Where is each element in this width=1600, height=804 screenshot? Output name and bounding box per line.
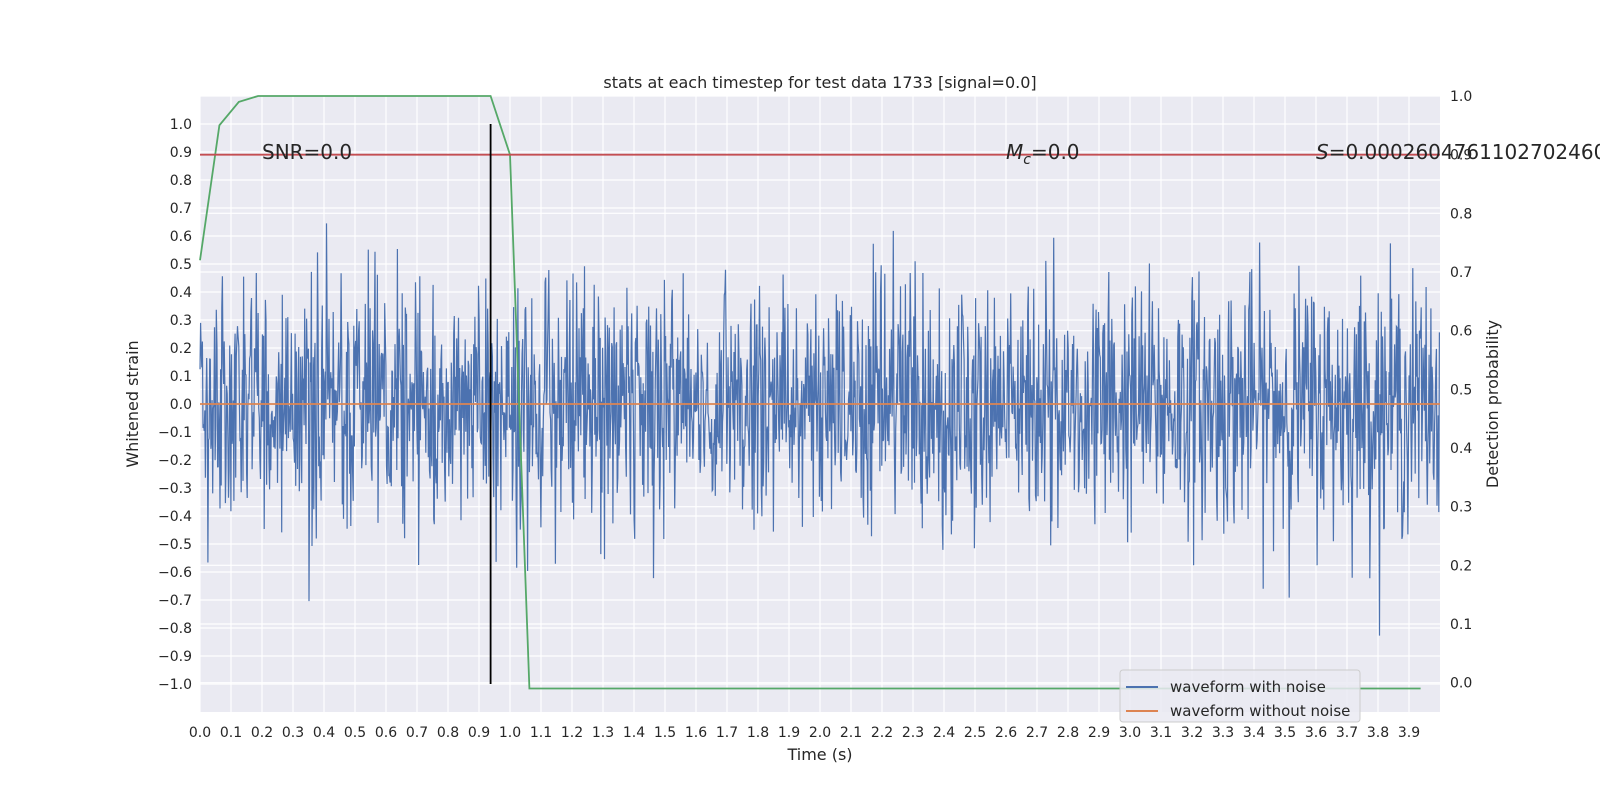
x-tick-label: 0.0	[189, 725, 211, 741]
y-tick-label: −0.8	[158, 621, 192, 637]
x-tick-label: 2.4	[933, 725, 955, 741]
x-tick-label: 3.9	[1398, 725, 1420, 741]
x-tick-label: 3.8	[1367, 725, 1389, 741]
x-tick-label: 2.1	[840, 725, 862, 741]
x-tick-label: 3.6	[1305, 725, 1327, 741]
y2-tick-label: 0.9	[1450, 148, 1472, 164]
y2-tick-label: 0.0	[1450, 676, 1472, 692]
snr-annotation: SNR=0.0	[262, 140, 352, 164]
mc-subscript: c	[1023, 152, 1031, 168]
y-tick-label: 0.2	[170, 341, 192, 357]
y-tick-label: −1.0	[158, 677, 192, 693]
x-tick-label: 1.7	[716, 725, 738, 741]
x-tick-label: 1.2	[561, 725, 583, 741]
x-tick-label: 3.5	[1274, 725, 1296, 741]
y-tick-label: 0.8	[170, 173, 192, 189]
y2-tick-label: 0.5	[1450, 382, 1472, 398]
x-tick-label: 1.5	[654, 725, 676, 741]
x-tick-label: 2.3	[902, 725, 924, 741]
mc-value: =0.0	[1031, 140, 1080, 164]
x-tick-label: 3.3	[1212, 725, 1234, 741]
y-tick-label: 0.3	[170, 313, 192, 329]
legend-box	[1119, 669, 1361, 723]
mc-symbol: M	[1006, 140, 1023, 164]
y-tick-label: −0.2	[158, 453, 192, 469]
x-tick-label: 1.4	[623, 725, 645, 741]
x-tick-label: 0.1	[220, 725, 242, 741]
x-axis-label: Time (s)	[786, 745, 852, 764]
legend: waveform with noise waveform without noi…	[1119, 669, 1361, 723]
y-tick-label: 1.0	[170, 117, 192, 133]
x-tick-label: 1.3	[592, 725, 614, 741]
x-tick-label: 2.6	[995, 725, 1017, 741]
x-tick-label: 0.6	[375, 725, 397, 741]
y-tick-label: 0.9	[170, 145, 192, 161]
y2-tick-label: 0.2	[1450, 558, 1472, 574]
axes: 0.0 0.1 0.2 0.3 0.4 0.5 0.6 0.7 0.8 0.9 1.0 1.1 1.2 1…	[158, 89, 1472, 741]
s-value: =0.00026047611027024603	[1329, 140, 1600, 164]
y-axis-label: Whitened strain	[123, 340, 142, 467]
y2-axis-label: Detection probability	[1483, 320, 1502, 488]
y2-tick-label: 0.6	[1450, 324, 1472, 340]
x-tick-label: 0.7	[406, 725, 428, 741]
detection-probability-line	[199, 95, 1421, 690]
x-tick-label: 3.4	[1243, 725, 1265, 741]
y-tick-label: 0.6	[170, 229, 192, 245]
y2-tick-label: 0.7	[1450, 265, 1472, 281]
s-symbol: S	[1316, 140, 1329, 164]
x-tick-label: 1.9	[778, 725, 800, 741]
y-tick-label: −0.4	[158, 509, 192, 525]
y-tick-label: 0.7	[170, 201, 192, 217]
x-tick-label: 2.2	[871, 725, 893, 741]
x-tick-label: 0.8	[437, 725, 459, 741]
noise-waveform-line	[199, 223, 1440, 636]
y-tick-label: −0.1	[158, 425, 192, 441]
y2-tick-label: 0.8	[1450, 206, 1472, 222]
y-tick-label: 0.5	[170, 257, 192, 273]
x-tick-label: 1.0	[499, 725, 521, 741]
y2-tick-label: 1.0	[1450, 89, 1472, 105]
legend-label-noise: waveform with noise	[1170, 678, 1326, 696]
x-tick-label: 2.8	[1057, 725, 1079, 741]
x-tick-label: 2.7	[1026, 725, 1048, 741]
y-tick-label: 0.1	[170, 369, 192, 385]
x-tick-label: 1.6	[685, 725, 707, 741]
y2-tick-label: 0.1	[1450, 617, 1472, 633]
s-annotation: S=0.00026047611027024603	[1316, 140, 1600, 164]
x-tick-label: 3.0	[1119, 725, 1141, 741]
y-tick-label: 0.4	[170, 285, 192, 301]
x-tick-label: 1.1	[530, 725, 552, 741]
x-tick-label: 3.7	[1336, 725, 1358, 741]
x-tick-label: 0.4	[313, 725, 335, 741]
x-tick-label: 2.5	[964, 725, 986, 741]
x-tick-label: 0.3	[282, 725, 304, 741]
x-tick-label: 1.8	[747, 725, 769, 741]
y-tick-label: −0.7	[158, 593, 192, 609]
y-tick-label: −0.5	[158, 537, 192, 553]
x-tick-label: 2.9	[1088, 725, 1110, 741]
x-tick-label: 0.5	[344, 725, 366, 741]
y-tick-label: −0.3	[158, 481, 192, 497]
y-tick-label: −0.6	[158, 565, 192, 581]
series-layer	[199, 95, 1440, 690]
x-tick-label: 3.2	[1181, 725, 1203, 741]
y2-tick-label: 0.4	[1450, 441, 1472, 457]
x-tick-label: 0.2	[251, 725, 273, 741]
y-tick-label: 0.0	[170, 397, 192, 413]
x-tick-label: 2.0	[809, 725, 831, 741]
chirp-mass-annotation: Mc=0.0	[1006, 140, 1080, 168]
y2-tick-label: 0.3	[1450, 500, 1472, 516]
chart-title: stats at each timestep for test data 173…	[603, 73, 1036, 92]
y-tick-label: −0.9	[158, 649, 192, 665]
x-tick-label: 0.9	[468, 725, 490, 741]
x-tick-label: 3.1	[1150, 725, 1172, 741]
legend-label-clean: waveform without noise	[1170, 702, 1350, 720]
